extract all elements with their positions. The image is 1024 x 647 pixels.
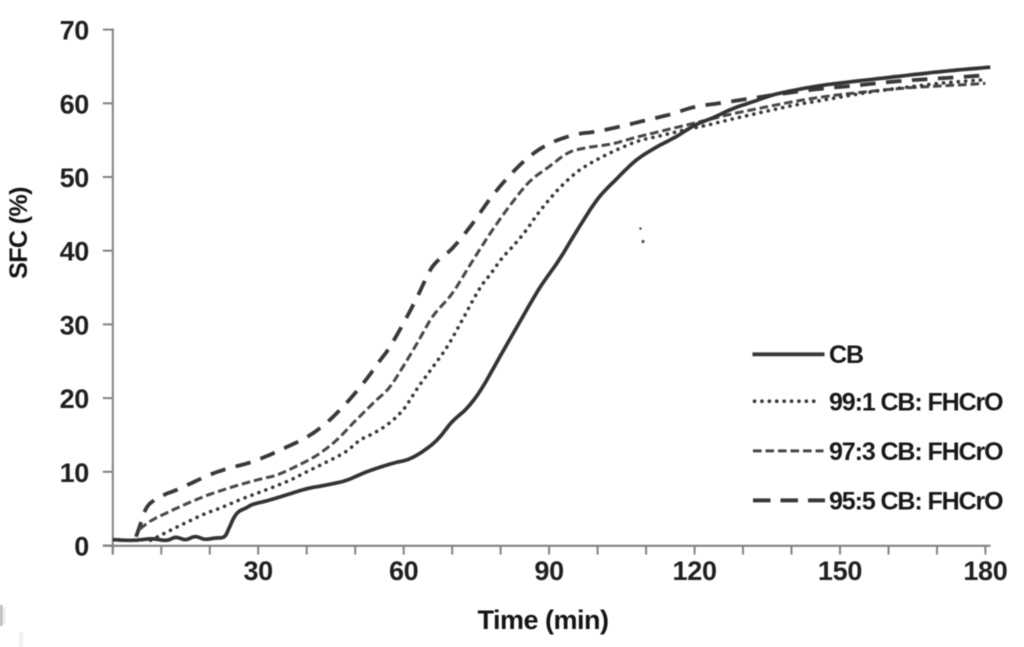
- svg-text:Time (min): Time (min): [477, 605, 608, 635]
- svg-text:0: 0: [74, 532, 89, 562]
- svg-text:150: 150: [818, 556, 862, 586]
- svg-text:60: 60: [60, 89, 89, 119]
- svg-text:10: 10: [60, 458, 89, 488]
- svg-text:60: 60: [389, 556, 418, 586]
- svg-text:20: 20: [60, 384, 89, 414]
- svg-text:99:1 CB: FHCrO: 99:1 CB: FHCrO: [829, 389, 1003, 417]
- svg-text:50: 50: [60, 163, 89, 193]
- svg-text:70: 70: [60, 16, 89, 46]
- svg-text:90: 90: [534, 556, 563, 586]
- svg-text:95:5 CB: FHCrO: 95:5 CB: FHCrO: [829, 488, 1003, 516]
- svg-text:30: 30: [60, 310, 89, 340]
- svg-text:180: 180: [963, 556, 1007, 586]
- svg-text:30: 30: [243, 556, 272, 586]
- svg-text:SFC (%): SFC (%): [5, 187, 33, 279]
- svg-text:97:3 CB: FHCrO: 97:3 CB: FHCrO: [829, 438, 1003, 466]
- svg-text:120: 120: [673, 556, 717, 586]
- svg-text:40: 40: [60, 237, 89, 267]
- svg-text:CB: CB: [829, 341, 863, 369]
